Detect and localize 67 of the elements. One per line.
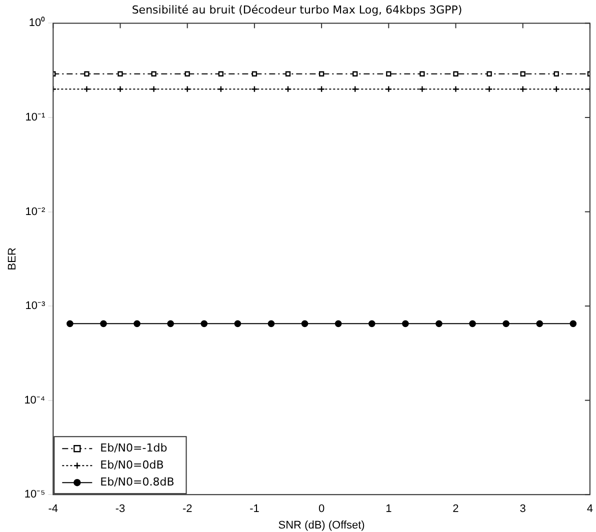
chart-title: Sensibilité au bruit (Décodeur turbo Max Log, 64kbps 3GPP) <box>132 3 462 16</box>
point <box>218 86 224 92</box>
x-tick-label: -1 <box>250 503 260 516</box>
point <box>284 86 292 92</box>
x-tick-label: 3 <box>520 503 526 516</box>
point <box>167 320 174 328</box>
point <box>118 71 123 76</box>
x-tick-label: 1 <box>386 503 392 516</box>
point <box>301 320 308 328</box>
point <box>200 320 208 328</box>
point <box>334 320 342 328</box>
point <box>502 320 510 328</box>
point <box>520 71 526 76</box>
point <box>386 71 392 76</box>
point <box>469 320 476 328</box>
point <box>519 86 526 92</box>
point <box>453 71 458 76</box>
point <box>234 320 242 328</box>
point <box>486 71 492 76</box>
y-tick-label: 10⁻¹ <box>25 112 46 124</box>
x-tick-label: -2 <box>182 503 192 516</box>
x-tick-label: 4 <box>586 503 594 516</box>
point <box>436 320 442 328</box>
y-tick-label: 10⁻² <box>25 206 46 218</box>
point <box>452 86 460 92</box>
x-tick-label: -3 <box>115 503 126 516</box>
point <box>352 71 358 76</box>
point <box>402 320 409 328</box>
point <box>84 71 90 76</box>
point <box>368 320 376 328</box>
legend-label: Eb/N0=-1db <box>100 441 168 454</box>
point <box>352 86 358 92</box>
point <box>151 71 156 76</box>
point <box>554 71 559 76</box>
point <box>385 86 392 92</box>
point <box>318 86 325 92</box>
point <box>486 86 493 92</box>
point <box>218 71 224 76</box>
y-tick-label: 10⁻³ <box>25 300 46 312</box>
y-tick-label: 10⁻⁵ <box>24 488 46 501</box>
point <box>268 320 275 328</box>
y-tick-label: 10⁰ <box>28 16 46 30</box>
y-axis-title: BER <box>6 248 19 270</box>
point <box>184 71 190 76</box>
point <box>552 86 560 92</box>
legend-label: Eb/N0=0dB <box>100 458 164 472</box>
point <box>83 86 90 92</box>
point <box>285 71 291 76</box>
x-tick-label: 0 <box>318 503 325 516</box>
point <box>536 320 544 328</box>
y-tick-label: 10⁻⁴ <box>24 394 46 406</box>
point <box>251 86 258 92</box>
x-axis-title: SNR (dB) (Offset) <box>278 519 365 532</box>
point <box>418 86 426 92</box>
point <box>150 86 158 92</box>
point <box>184 86 191 92</box>
point <box>116 86 124 92</box>
point <box>100 320 107 328</box>
legend-label: Eb/N0=0.8dB <box>100 475 174 488</box>
point <box>134 320 140 328</box>
point <box>252 71 258 76</box>
x-tick-label: 2 <box>452 503 459 516</box>
x-tick-label: -4 <box>48 503 58 516</box>
point <box>420 71 425 76</box>
point <box>66 320 74 328</box>
point <box>318 71 324 76</box>
point <box>570 320 577 328</box>
